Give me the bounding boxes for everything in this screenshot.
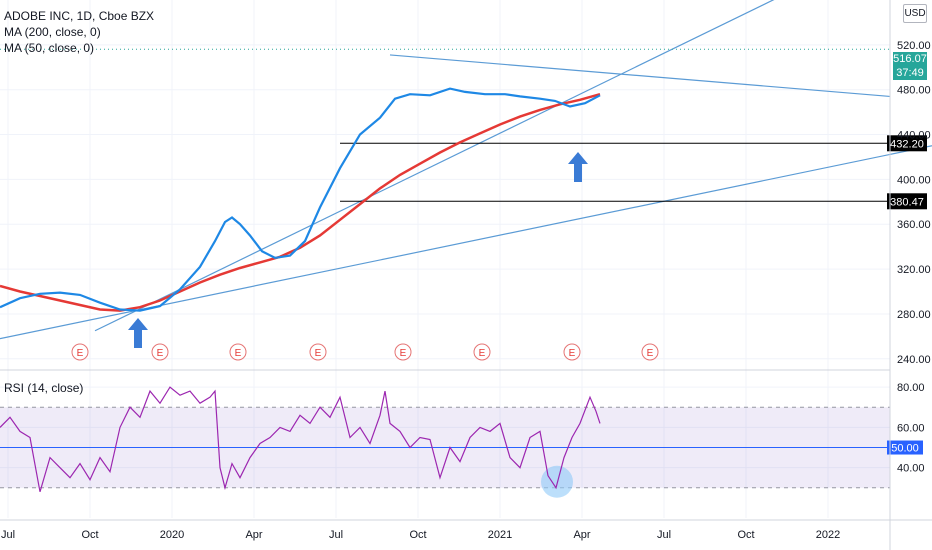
last-price-value: 516.07 [893, 53, 927, 65]
price-tick-label: 480.00 [897, 85, 931, 97]
earnings-marker [641, 343, 659, 361]
earnings-marker-label: E [315, 348, 322, 359]
price-tick-label: 440.00 [897, 130, 931, 142]
level-tag [887, 135, 927, 152]
currency-badge[interactable]: USD [903, 4, 927, 23]
time-tick-label: Oct [737, 529, 754, 541]
earnings-marker-label: E [647, 348, 654, 359]
rsi-tick-label: 60.00 [897, 422, 925, 434]
earnings-marker-label: E [569, 348, 576, 359]
last-price-tag: 516.07 37:49 [893, 52, 927, 80]
annotation-arrows [128, 152, 588, 348]
up-arrow-icon [568, 152, 588, 182]
time-tick-label: Oct [81, 529, 98, 541]
earnings-marker [71, 343, 89, 361]
legend-ma200[interactable]: MA (200, close, 0) [4, 25, 101, 39]
legend-ma50[interactable]: MA (50, close, 0) [4, 41, 95, 55]
time-tick-label: Jul [1, 529, 15, 541]
rsi-legend: RSI (14, close) [4, 380, 83, 396]
up-arrow-icon [128, 318, 148, 348]
ma50-line [0, 87, 601, 312]
countdown-value: 37:49 [896, 67, 924, 79]
price-tick-label: 280.00 [897, 309, 931, 321]
earnings-marker [229, 343, 247, 361]
legend-symbol[interactable]: ADOBE INC, 1D, Cboe BZX [4, 9, 155, 23]
time-tick-label: Oct [409, 529, 426, 541]
earnings-marker-label: E [77, 348, 84, 359]
time-tick-label: 2020 [160, 529, 184, 541]
earnings-marker [394, 343, 412, 361]
horizontal-levels: 432.20 380.47 [0, 48, 927, 210]
earnings-marker [309, 343, 327, 361]
moving-averages [0, 87, 601, 312]
earnings-marker-label: E [479, 348, 486, 359]
rsi-title[interactable]: RSI (14, close) [4, 381, 84, 395]
level-label: 380.47 [890, 196, 924, 208]
time-tick-label: Apr [245, 529, 262, 541]
earnings-marker [473, 343, 491, 361]
earnings-marker [151, 343, 169, 361]
ma200-line [0, 92, 601, 312]
rsi-tick-label: 40.00 [897, 463, 925, 475]
price-tick-label: 320.00 [897, 264, 931, 276]
trend-line [389, 54, 891, 98]
time-tick-label: 2021 [488, 529, 512, 541]
time-tick-label: Jul [657, 529, 671, 541]
rsi-line-group [0, 386, 601, 492]
time-tick-label: 2022 [816, 529, 840, 541]
earnings-marker-label: E [400, 348, 407, 359]
earnings-marker-label: E [235, 348, 242, 359]
price-tick-label: 240.00 [897, 354, 931, 366]
earnings-marker-label: E [157, 348, 164, 359]
time-tick-label: Jul [329, 529, 343, 541]
rsi-band: 50.00 [0, 406, 923, 498]
earnings-marker [563, 343, 581, 361]
time-tick-label: Apr [573, 529, 590, 541]
rsi-midline-tag [887, 440, 923, 455]
grid [0, 0, 890, 518]
level-label: 432.20 [890, 138, 924, 150]
rsi-tick-label: 80.00 [897, 382, 925, 394]
price-tick-label: 400.00 [897, 174, 931, 186]
level-tag [887, 193, 927, 210]
legend: ADOBE INC, 1D, Cboe BZX MA (200, close, … [4, 8, 154, 56]
rsi-midline-label: 50.00 [891, 443, 919, 455]
rsi-line [0, 386, 601, 492]
price-tick-label: 520.00 [897, 40, 931, 52]
price-tick-label: 360.00 [897, 219, 931, 231]
